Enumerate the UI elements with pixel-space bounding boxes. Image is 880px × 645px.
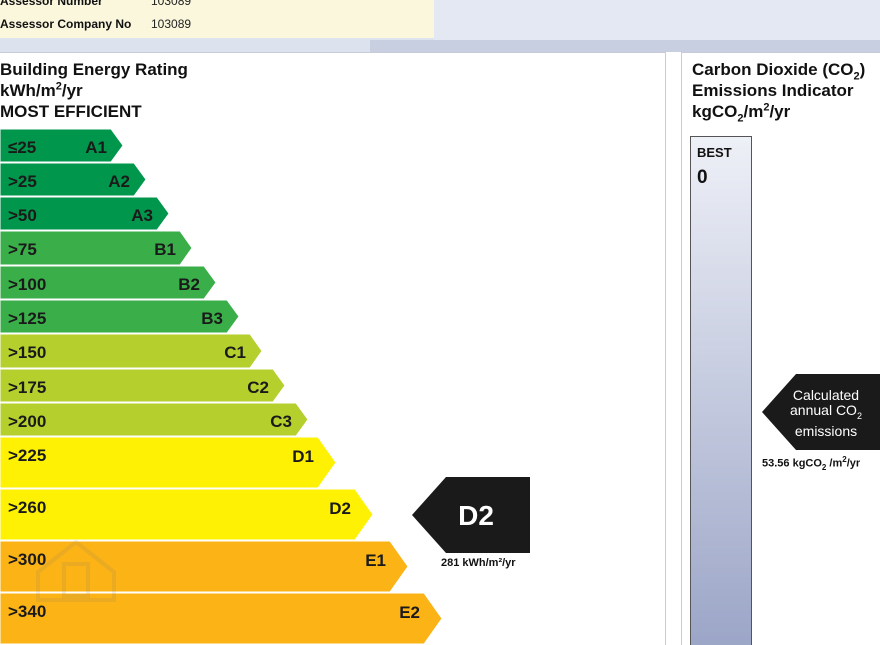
co2-scale-bar: BEST 0 [690,136,752,645]
rating-band-c3: >200 C3 [0,402,309,437]
rating-band-a3: >50 A3 [0,196,170,231]
co2-title-line1: Carbon Dioxide (CO2) [692,60,866,83]
rating-band-label: A1 [85,138,107,157]
current-rating-arrow: D2 [412,477,530,553]
rating-band-label: C3 [270,412,292,431]
rating-band-label: B1 [154,240,176,259]
ber-unit: kWh/m2/yr [0,80,83,100]
co2-title-line2: Emissions Indicator [692,81,854,100]
rating-band-label: A3 [131,206,153,225]
rating-band-a2: >25 A2 [0,162,147,197]
assessor-company-value: 103089 [151,17,192,31]
rating-band-range: >25 [8,172,37,191]
rating-band-shape [0,333,263,369]
rating-band-label: B2 [178,275,200,294]
watermark-logo [36,539,116,602]
energy-rating-scale: ≤25 A1>25 A2>50 A3>75 B1>100 B2>125 B3>150 C1>1… [0,128,443,645]
assessor-number-value: 103089 [151,0,192,8]
co2-emission-value: 53.56 kgCO2 /m2/yr [762,455,861,472]
rating-band-shape [0,196,170,231]
co2-best-label: BEST [697,145,732,160]
current-rating-value: 281 kWh/m²/yr [441,557,516,569]
assessor-company-label: Assessor Company No [0,17,132,31]
rating-band-range: >225 [8,446,46,465]
rating-band-range: >300 [8,550,46,569]
co2-callout-line3: emissions [794,422,858,439]
rating-band-shape [0,436,337,489]
rating-band-a1: ≤25 A1 [0,128,124,163]
rating-band-b3: >125 B3 [0,299,240,334]
rating-band-range: >50 [8,206,37,225]
co2-callout-line1: Calculated [792,387,860,403]
rating-band-range: >340 [8,602,46,621]
rating-band-shape [0,368,286,403]
rating-band-shape [0,488,374,541]
rating-band-e1: >300 E1 [0,540,409,593]
rating-band-shape [0,230,193,266]
rating-band-range: >100 [8,275,46,294]
rating-band-b2: >100 B2 [0,265,217,300]
rating-band-range: >125 [8,309,46,328]
rating-band-label: C2 [247,378,269,397]
co2-callout-line2: annual CO2 [790,402,862,421]
rating-band-label: C1 [224,343,246,362]
rating-band-range: >150 [8,343,46,362]
co2-best-value: 0 [697,167,708,188]
assessor-details: Assessor Number 103089 Assessor Company … [0,0,434,38]
rating-band-label: A2 [108,172,130,191]
rating-band-label: E2 [399,603,420,622]
rating-band-c1: >150 C1 [0,333,263,369]
rating-band-range: >200 [8,412,46,431]
rating-band-e2: >340 E2 [0,592,443,645]
rating-band-shape [0,299,240,334]
rating-band-label: B3 [201,309,223,328]
rating-band-label: D1 [292,447,314,466]
rating-band-shape [0,128,124,163]
rating-band-d1: >225 D1 [0,436,337,489]
co2-callout-arrow [762,374,880,450]
rating-band-range: >75 [8,240,37,259]
rating-band-shape [0,592,443,645]
rating-band-label: D2 [329,499,351,518]
current-rating-label: D2 [458,500,494,531]
rating-band-b1: >75 B1 [0,230,193,266]
rating-band-c2: >175 C2 [0,368,286,403]
ber-subtitle: MOST EFFICIENT [0,102,142,121]
rating-band-shape [0,402,309,437]
assessor-number-label: Assessor Number [0,0,103,8]
ber-title: Building Energy Rating [0,60,188,79]
co2-unit: kgCO2/m2/yr [692,101,791,125]
co2-callout-text: Calculated annual CO2 emissions [776,388,876,439]
rating-band-range: >260 [8,498,46,517]
rating-band-shape [0,265,217,300]
rating-band-shape [0,540,409,593]
rating-band-d2: >260 D2 [0,488,374,541]
rating-band-range: ≤25 [8,138,36,157]
rating-band-range: >175 [8,378,46,397]
rating-band-shape [0,162,147,197]
rating-band-label: E1 [365,551,386,570]
